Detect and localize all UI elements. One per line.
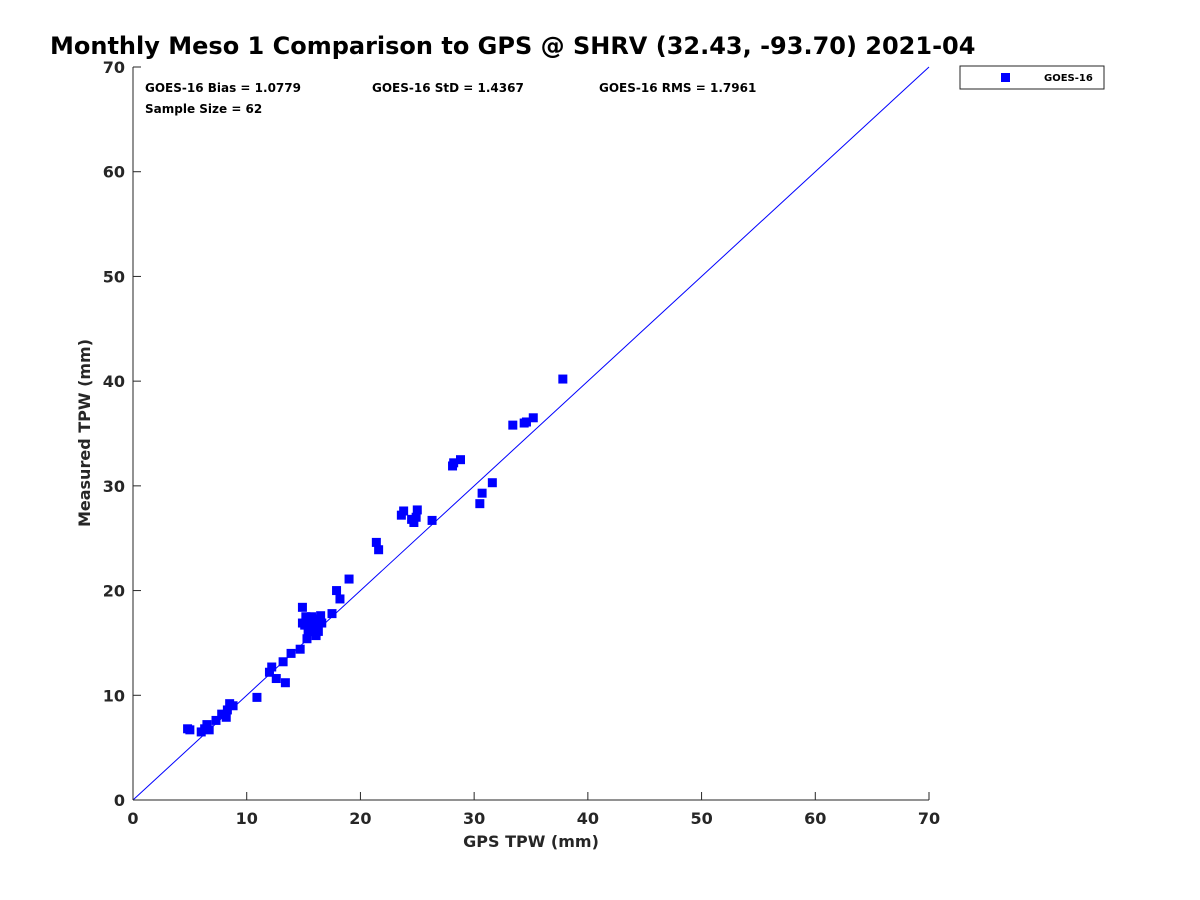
- data-point: [228, 701, 238, 711]
- data-point: [300, 620, 310, 630]
- x-tick-label: 30: [463, 809, 485, 828]
- data-point: [412, 505, 422, 515]
- chart-title: Monthly Meso 1 Comparison to GPS @ SHRV …: [50, 32, 975, 60]
- data-points-layer: [183, 374, 568, 737]
- data-point: [302, 634, 312, 644]
- stat-sample-size: Sample Size = 62: [145, 102, 262, 116]
- data-point: [185, 725, 195, 735]
- data-point: [316, 611, 326, 621]
- x-tick-label: 20: [349, 809, 371, 828]
- x-tick-label: 40: [577, 809, 599, 828]
- x-tick-label: 60: [804, 809, 826, 828]
- legend-marker-goes-16: [1001, 73, 1010, 82]
- y-tick-label: 20: [103, 582, 125, 601]
- data-point: [327, 609, 337, 619]
- y-tick-label: 30: [103, 477, 125, 496]
- data-point: [267, 662, 277, 672]
- x-tick-label: 50: [690, 809, 712, 828]
- data-point: [508, 420, 518, 430]
- legend: GOES-16: [959, 65, 1105, 90]
- data-point: [409, 518, 419, 528]
- y-tick-label: 10: [103, 686, 125, 705]
- y-tick-label: 60: [103, 163, 125, 182]
- y-tick-label: 70: [103, 58, 125, 77]
- data-point: [264, 667, 274, 677]
- data-point: [449, 458, 459, 468]
- x-tick-label: 10: [236, 809, 258, 828]
- data-point: [313, 626, 323, 636]
- data-point: [280, 678, 290, 688]
- data-point: [335, 594, 345, 604]
- data-point: [305, 617, 315, 627]
- data-point: [317, 618, 327, 628]
- data-point: [374, 545, 384, 555]
- data-point: [558, 374, 568, 384]
- x-axis-label: GPS TPW (mm): [463, 832, 599, 851]
- reference-line-layer: [132, 66, 930, 801]
- data-point: [310, 618, 320, 628]
- stat-bias: GOES-16 Bias = 1.0779: [145, 81, 301, 95]
- data-point: [399, 506, 409, 516]
- data-point: [222, 705, 232, 715]
- data-point: [278, 657, 288, 667]
- x-tick-label: 0: [127, 809, 138, 828]
- data-point: [455, 455, 465, 465]
- y-axis-label: Measured TPW (mm): [75, 339, 94, 527]
- data-point: [521, 417, 531, 427]
- data-point: [344, 574, 354, 584]
- data-point: [202, 720, 212, 730]
- x-tick-label: 70: [918, 809, 940, 828]
- stat-std: GOES-16 StD = 1.4367: [372, 81, 524, 95]
- data-point: [487, 478, 497, 488]
- data-point: [308, 625, 318, 635]
- data-point: [271, 674, 281, 684]
- one-to-one-line: [132, 66, 930, 801]
- data-point: [427, 515, 437, 525]
- data-point: [204, 725, 214, 735]
- data-point: [301, 612, 311, 622]
- data-point: [307, 612, 317, 622]
- legend-box: [959, 65, 1105, 90]
- data-point: [371, 537, 381, 547]
- data-point: [332, 586, 342, 596]
- y-tick-label: 0: [114, 791, 125, 810]
- data-point: [475, 499, 485, 509]
- stat-rms: GOES-16 RMS = 1.7961: [599, 81, 756, 95]
- data-point: [211, 715, 221, 725]
- data-point: [411, 512, 421, 522]
- data-point: [528, 413, 538, 423]
- data-point: [297, 602, 307, 612]
- data-point: [221, 712, 231, 722]
- y-tick-label: 50: [103, 267, 125, 286]
- axes-layer: 0 10 20 30 40 50 60 70 0 10 20 30 40 50 60 70: [103, 58, 940, 828]
- data-point: [477, 488, 487, 498]
- data-point: [217, 709, 227, 719]
- y-tick-label: 40: [103, 372, 125, 391]
- data-point: [286, 648, 296, 658]
- data-point: [295, 644, 305, 654]
- legend-label-goes-16: GOES-16: [1044, 73, 1093, 84]
- data-point: [303, 626, 313, 636]
- data-point: [252, 692, 262, 702]
